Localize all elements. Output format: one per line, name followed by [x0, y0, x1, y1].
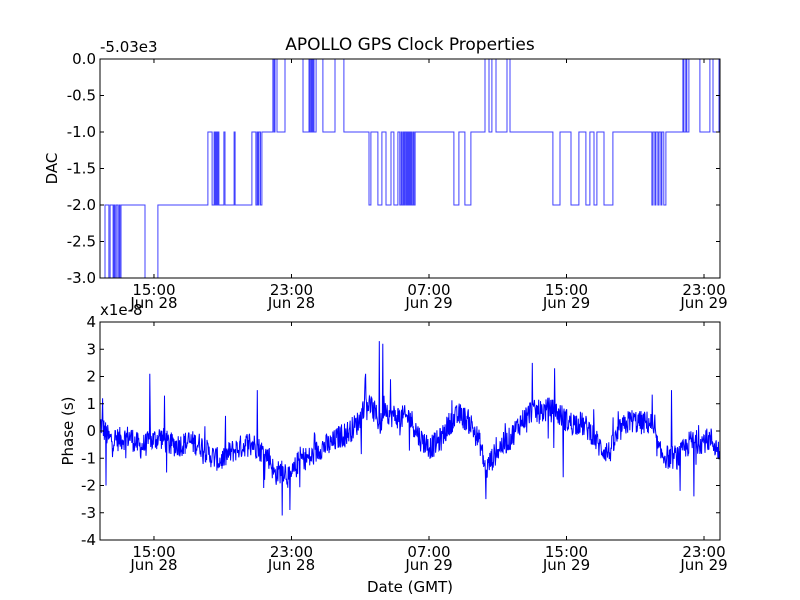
x-tick-time-label: 15:00	[545, 281, 588, 299]
x-tick-time-label: 23:00	[682, 281, 725, 299]
y-tick-label: -3.0	[67, 269, 96, 287]
y-axis-label: Phase (s)	[59, 396, 77, 465]
y-tick-label: 3	[86, 340, 96, 358]
y-tick-label: 0	[86, 422, 96, 440]
y-tick-label: 4	[86, 313, 96, 331]
y-axis-label: DAC	[43, 153, 61, 185]
x-tick-date-label: Jun 28	[129, 294, 177, 312]
y-offset-label: x1e-8	[100, 301, 143, 319]
y-offset-label: -5.03e3	[100, 38, 158, 56]
x-tick-time-label: 07:00	[407, 281, 450, 299]
x-tick-time-label: 15:00	[545, 543, 588, 561]
y-tick-label: -1.0	[67, 123, 96, 141]
x-tick-time-label: 15:00	[132, 281, 175, 299]
x-tick-date-label: Jun 29	[542, 556, 590, 574]
x-tick-date-label: Jun 29	[542, 294, 590, 312]
y-tick-label: -0.5	[67, 87, 96, 105]
phase-series-line	[99, 341, 721, 516]
x-tick-time-label: 23:00	[682, 543, 725, 561]
y-tick-label: 0.0	[72, 50, 96, 68]
x-axis-label: Date (GMT)	[367, 578, 453, 596]
y-tick-label: 2	[86, 368, 96, 386]
x-tick-time-label: 23:00	[270, 543, 313, 561]
x-tick-date-label: Jun 29	[404, 556, 452, 574]
x-tick-time-label: 23:00	[270, 281, 313, 299]
chart-title: APOLLO GPS Clock Properties	[285, 35, 535, 55]
x-tick-date-label: Jun 28	[129, 556, 177, 574]
y-tick-label: -2	[81, 477, 96, 495]
x-tick-date-label: Jun 29	[679, 556, 727, 574]
y-tick-label: -2.0	[67, 196, 96, 214]
x-tick-time-label: 07:00	[407, 543, 450, 561]
y-tick-label: -3	[81, 504, 96, 522]
x-tick-time-label: 15:00	[132, 543, 175, 561]
dac-series-line	[100, 58, 720, 279]
y-tick-label: 1	[86, 395, 96, 413]
y-tick-label: -1	[81, 449, 96, 467]
y-tick-label: -2.5	[67, 233, 96, 251]
x-tick-date-label: Jun 28	[267, 556, 315, 574]
x-tick-date-label: Jun 29	[404, 294, 452, 312]
x-tick-date-label: Jun 29	[679, 294, 727, 312]
x-tick-date-label: Jun 28	[267, 294, 315, 312]
y-tick-label: -4	[81, 531, 96, 549]
y-tick-label: -1.5	[67, 160, 96, 178]
